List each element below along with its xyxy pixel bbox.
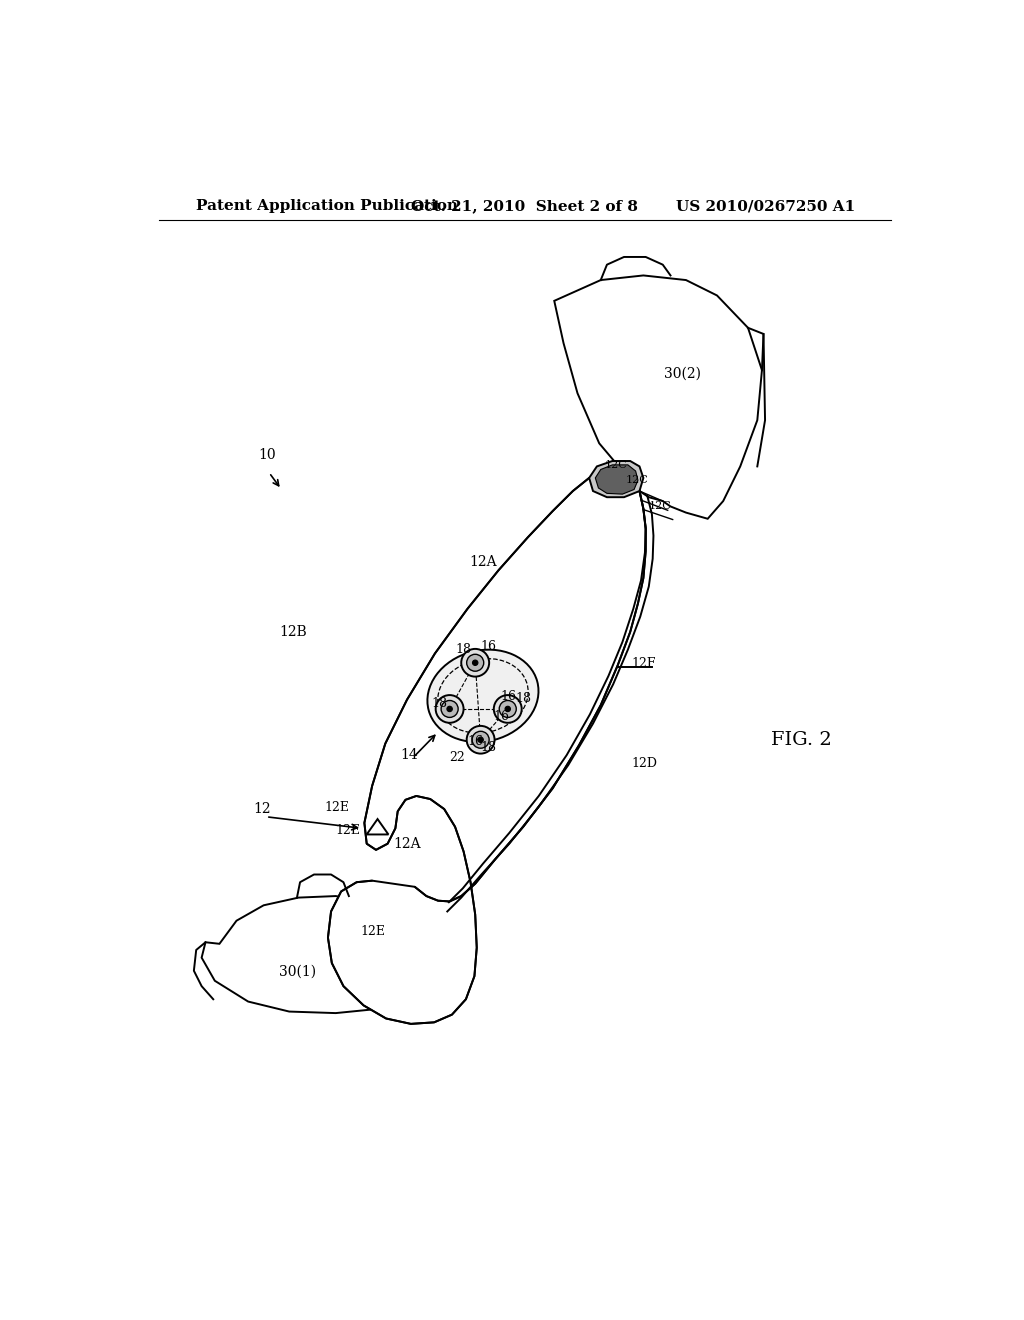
Polygon shape xyxy=(328,478,646,1024)
Text: 16: 16 xyxy=(480,640,497,652)
Circle shape xyxy=(505,706,510,711)
Text: FIG. 2: FIG. 2 xyxy=(771,731,831,748)
Circle shape xyxy=(446,706,453,711)
Text: 12F: 12F xyxy=(632,656,656,669)
Polygon shape xyxy=(589,461,643,498)
Circle shape xyxy=(461,649,489,677)
Polygon shape xyxy=(595,465,638,494)
Text: 18: 18 xyxy=(432,697,447,710)
Text: 12C: 12C xyxy=(649,500,672,511)
Polygon shape xyxy=(202,896,436,1014)
Text: 22: 22 xyxy=(450,751,465,763)
Text: 30(2): 30(2) xyxy=(665,367,701,381)
Text: 12: 12 xyxy=(254,801,271,816)
Text: US 2010/0267250 A1: US 2010/0267250 A1 xyxy=(676,199,855,213)
Text: 18: 18 xyxy=(480,742,497,754)
Circle shape xyxy=(467,655,483,671)
Text: 16: 16 xyxy=(494,710,510,723)
Circle shape xyxy=(441,701,458,718)
Text: 30(1): 30(1) xyxy=(280,965,316,979)
Polygon shape xyxy=(554,276,762,519)
Circle shape xyxy=(500,701,516,718)
Text: 12E: 12E xyxy=(336,825,360,837)
Circle shape xyxy=(494,696,521,723)
Circle shape xyxy=(435,696,464,723)
Text: 12D: 12D xyxy=(632,756,657,770)
Text: 12C: 12C xyxy=(626,475,648,486)
Text: Patent Application Publication: Patent Application Publication xyxy=(197,199,458,213)
Text: 16: 16 xyxy=(467,735,483,748)
Ellipse shape xyxy=(427,649,539,742)
Text: 12A: 12A xyxy=(393,837,421,850)
Circle shape xyxy=(478,737,483,742)
Text: 14: 14 xyxy=(400,748,419,762)
Text: 12B: 12B xyxy=(280,624,307,639)
Polygon shape xyxy=(367,818,388,834)
Text: 10: 10 xyxy=(258,447,275,462)
Text: 16: 16 xyxy=(500,690,516,702)
Text: 12E: 12E xyxy=(325,801,350,814)
Text: 12A: 12A xyxy=(469,556,497,569)
Circle shape xyxy=(472,731,489,748)
Text: Oct. 21, 2010  Sheet 2 of 8: Oct. 21, 2010 Sheet 2 of 8 xyxy=(412,199,638,213)
Circle shape xyxy=(467,726,495,754)
Circle shape xyxy=(472,660,478,665)
Text: 12E: 12E xyxy=(360,924,385,937)
Text: 18: 18 xyxy=(515,692,531,705)
Text: 12C: 12C xyxy=(604,459,628,470)
Text: 18: 18 xyxy=(455,643,471,656)
